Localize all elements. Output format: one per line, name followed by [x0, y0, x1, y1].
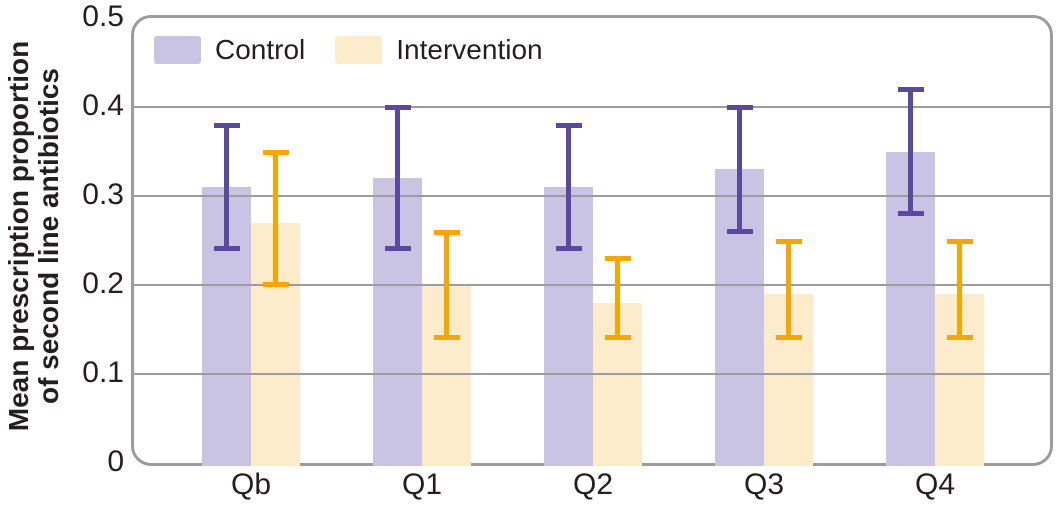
error-cap-top-control-q2 [555, 122, 582, 128]
error-cap-top-intervention-qb [262, 149, 289, 155]
error-cap-top-intervention-q3 [775, 238, 802, 244]
x-tick-label-q2: Q2 [572, 468, 614, 501]
gridline-0.1 [134, 373, 1050, 375]
y-axis-title: Mean prescription proportion of second l… [3, 6, 64, 466]
gridline-0.3 [134, 195, 1050, 197]
y-tick-label-0.2: 0.2 [82, 267, 124, 300]
legend-swatch-control-icon [154, 36, 201, 64]
legend: Control Intervention [154, 34, 543, 66]
gridline-0.4 [134, 106, 1050, 108]
error-cap-bottom-intervention-q4 [946, 335, 973, 341]
error-cap-bottom-intervention-qb [262, 282, 289, 287]
error-bar-intervention-q1 [444, 231, 449, 339]
error-cap-bottom-control-q2 [555, 246, 582, 252]
error-cap-bottom-control-qb [213, 246, 240, 252]
y-tick-label-0.1: 0.1 [82, 356, 124, 389]
plot-area: Control Intervention [131, 15, 1053, 466]
error-bar-control-q3 [737, 107, 742, 232]
error-cap-bottom-intervention-q2 [604, 335, 631, 341]
x-tick-label-qb: Qb [230, 468, 272, 501]
error-bar-intervention-q3 [786, 240, 791, 339]
legend-item-intervention: Intervention [335, 34, 543, 66]
error-bar-control-q4 [908, 89, 913, 214]
error-bar-control-q2 [566, 124, 571, 250]
error-bar-intervention-qb [273, 151, 278, 285]
error-bar-control-q1 [395, 107, 400, 250]
legend-label-intervention: Intervention [396, 34, 543, 65]
x-tick-label-q1: Q1 [401, 468, 443, 501]
error-cap-top-intervention-q1 [433, 229, 460, 235]
error-cap-bottom-control-q4 [897, 210, 924, 216]
error-cap-top-intervention-q4 [946, 238, 973, 244]
y-tick-label-0.4: 0.4 [82, 89, 124, 122]
y-tick-label-0: 0 [107, 445, 124, 478]
error-cap-bottom-control-q1 [384, 246, 411, 252]
legend-label-control: Control [215, 34, 306, 65]
x-tick-label-q3: Q3 [743, 468, 785, 501]
error-cap-bottom-intervention-q1 [433, 335, 460, 341]
error-cap-top-intervention-q2 [604, 256, 631, 262]
gridline-0.2 [134, 284, 1050, 286]
error-cap-top-control-qb [213, 122, 240, 128]
y-axis-title-line1: Mean prescription proportion [3, 40, 34, 432]
legend-swatch-intervention-icon [335, 36, 383, 64]
error-bar-intervention-q4 [957, 240, 962, 339]
error-cap-top-control-q4 [897, 87, 924, 93]
error-cap-bottom-control-q3 [726, 228, 753, 234]
error-bar-intervention-q2 [615, 258, 620, 339]
y-tick-label-0.3: 0.3 [82, 178, 124, 211]
x-tick-label-q4: Q4 [914, 468, 956, 501]
error-cap-top-control-q1 [384, 105, 411, 110]
legend-item-control: Control [154, 34, 305, 66]
y-axis-title-line2: of second line antibiotics [33, 67, 64, 405]
y-tick-label-0.5: 0.5 [82, 0, 124, 33]
error-cap-top-control-q3 [726, 105, 753, 110]
error-bar-control-qb [224, 124, 229, 250]
error-cap-bottom-intervention-q3 [775, 335, 802, 341]
